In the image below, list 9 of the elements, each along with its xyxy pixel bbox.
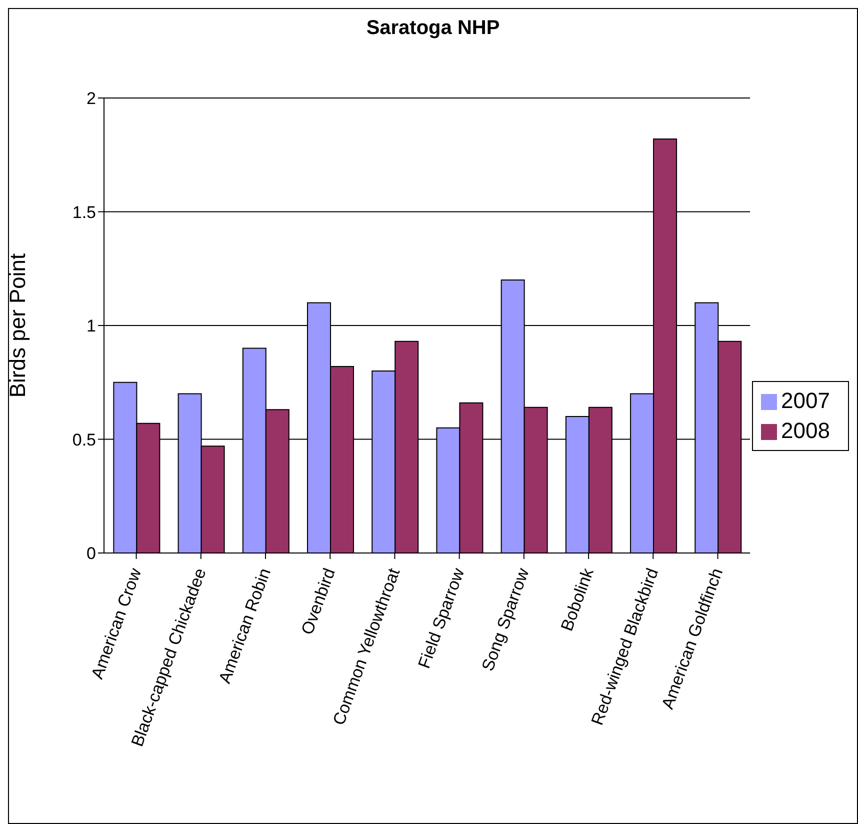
y-tick-label: 0 <box>86 544 96 564</box>
y-tick-label: 0.5 <box>72 430 96 450</box>
y-tick-label: 1.5 <box>72 202 96 222</box>
legend-label: 2007 <box>781 388 830 413</box>
y-tick-label: 1 <box>86 316 96 336</box>
chart-title: Saratoga NHP <box>365 17 501 40</box>
legend-label: 2008 <box>781 418 830 443</box>
y-tick-label: 2 <box>86 89 96 108</box>
y-axis-title: Birds per Point <box>4 253 30 398</box>
